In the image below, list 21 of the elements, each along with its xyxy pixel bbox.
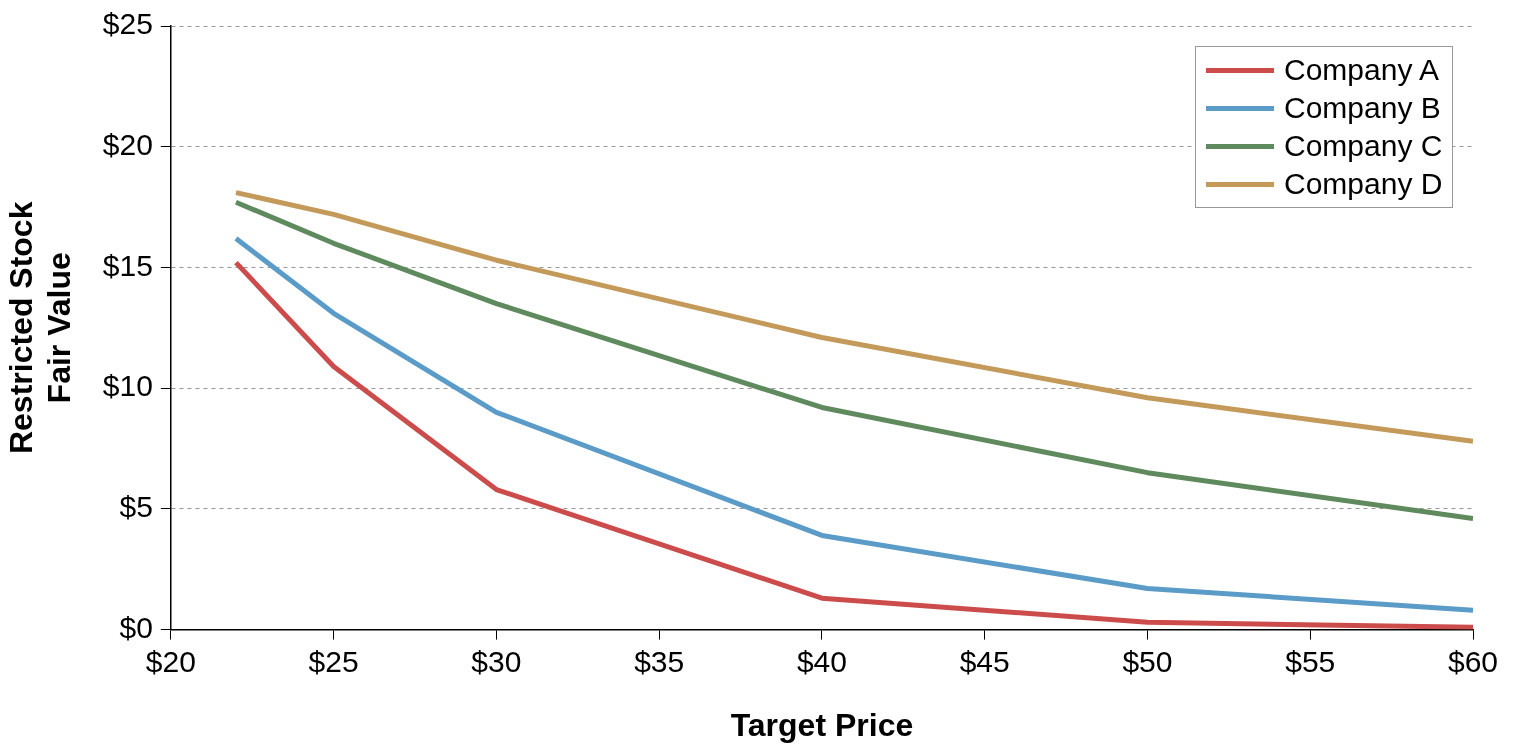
x-tick-label: $55 [1285, 644, 1336, 678]
x-tick-label: $25 [308, 644, 359, 678]
x-tick-label: $30 [471, 644, 522, 678]
x-tick-label: $60 [1447, 644, 1499, 678]
y-tick-label: $20 [102, 127, 153, 161]
y-axis-title: Restricted Stock Fair Value [3, 201, 78, 455]
y-tick-label: $0 [119, 610, 153, 644]
x-tick-label: $20 [145, 644, 196, 678]
legend-label: Company D [1284, 166, 1443, 202]
y-tick-label: $25 [102, 7, 153, 41]
x-tick-label: $45 [959, 644, 1010, 678]
legend-label: Company C [1284, 128, 1443, 164]
x-tick-label: $35 [634, 644, 685, 678]
legend-label: Company B [1284, 90, 1441, 126]
y-tick-label: $5 [119, 490, 153, 524]
legend-label: Company A [1284, 52, 1440, 88]
x-axis-title: Target Price [730, 706, 914, 743]
x-tick-label: $40 [796, 644, 847, 678]
y-tick-label: $15 [102, 248, 153, 282]
x-tick-label: $50 [1122, 644, 1173, 678]
y-tick-label: $10 [102, 369, 153, 403]
